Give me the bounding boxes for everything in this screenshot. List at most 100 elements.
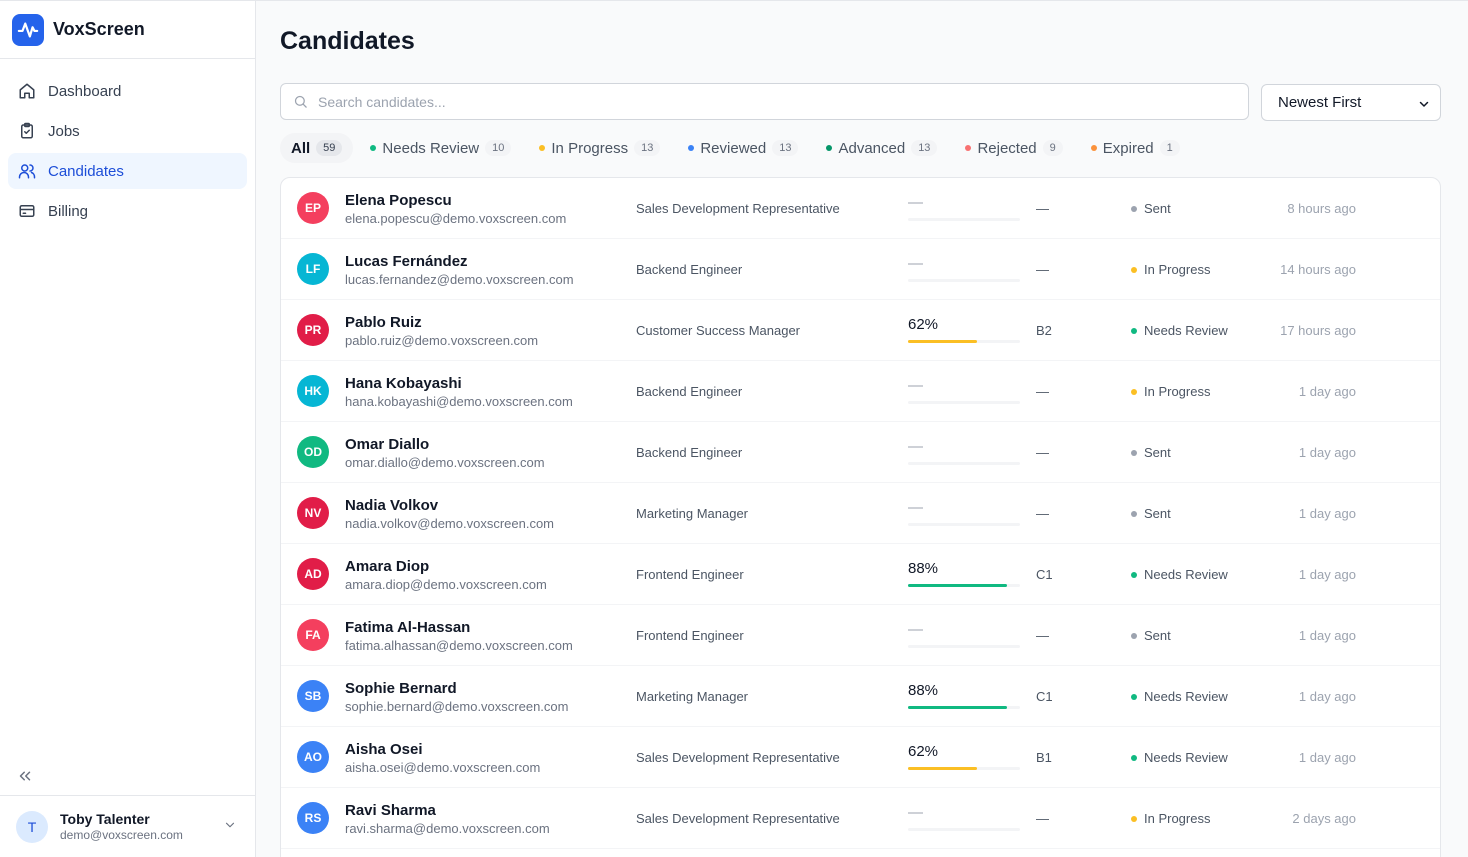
candidate-email: lucas.fernandez@demo.voxscreen.com	[345, 272, 574, 287]
status-badge: Sent	[1131, 506, 1171, 521]
sidebar-item-label: Jobs	[48, 122, 80, 140]
cefr-level: —	[1036, 811, 1049, 826]
user-email: demo@voxscreen.com	[60, 827, 183, 842]
sidebar-item-label: Dashboard	[48, 82, 122, 100]
filter-count-badge: 10	[485, 140, 512, 156]
candidate-name: Nadia Volkov	[345, 497, 439, 514]
sort-selected-value: Newest First	[1278, 94, 1362, 111]
sort-select[interactable]: Newest First	[1261, 84, 1441, 121]
table-row[interactable]: OD Omar Diallo omar.diallo@demo.voxscreen.…	[281, 422, 1440, 483]
timestamp: 1 day ago	[1298, 445, 1356, 460]
timestamp: 17 hours ago	[1280, 323, 1356, 338]
job-role: Sales Development Representative	[636, 750, 840, 765]
status-label: Sent	[1144, 628, 1171, 643]
cefr-level: —	[1036, 201, 1049, 216]
filter-tab-rejected[interactable]: Rejected 9	[954, 133, 1073, 163]
status-dot	[1090, 145, 1097, 151]
chevron-down-icon	[225, 822, 235, 828]
candidates-table: EP Elena Popescu elena.popescu@demo.voxscr…	[280, 177, 1441, 857]
candidate-name: Aisha Osei	[345, 741, 423, 758]
filter-tab-in-progress[interactable]: In Progress 13	[528, 133, 671, 163]
table-row[interactable]: AD Amara Diop amara.diop@demo.voxscreen.co…	[281, 544, 1440, 605]
job-role: Customer Success Manager	[636, 323, 801, 338]
filter-label: Advanced	[838, 139, 906, 157]
table-row[interactable]: HK Hana Kobayashi hana.kobayashi@demo.voxs…	[281, 361, 1440, 422]
score-value: —	[908, 499, 923, 516]
timestamp: 1 day ago	[1298, 567, 1356, 582]
candidate-name: Hana Kobayashi	[345, 375, 462, 392]
candidate-email: nadia.volkov@demo.voxscreen.com	[345, 516, 555, 531]
cefr-level: B2	[1036, 323, 1052, 338]
avatar: FA	[297, 619, 329, 651]
candidate-name: Lucas Fernández	[345, 253, 468, 270]
job-role: Backend Engineer	[636, 262, 743, 277]
job-role: Sales Development Representative	[636, 201, 840, 216]
status-dot	[1131, 571, 1137, 578]
cefr-level: —	[1036, 384, 1049, 399]
user-info: Toby Talenter demo@voxscreen.com	[60, 811, 183, 843]
user-name: Toby Talenter	[60, 810, 150, 827]
status-label: In Progress	[1144, 262, 1211, 277]
status-badge: Sent	[1131, 628, 1171, 643]
avatar: AD	[297, 558, 329, 590]
score-bar-fill	[908, 340, 978, 343]
timestamp: 8 hours ago	[1287, 201, 1356, 216]
score-bar	[908, 340, 1020, 343]
filter-tab-needs-review[interactable]: Needs Review 10	[359, 133, 522, 163]
table-row[interactable]: EP Elena Popescu elena.popescu@demo.voxscr…	[281, 178, 1440, 239]
status-badge: Sent	[1131, 445, 1171, 460]
table-row[interactable]: SB Sophie Bernard sophie.bernard@demo.voxs…	[281, 666, 1440, 727]
filter-tab-expired[interactable]: Expired 1	[1080, 133, 1191, 163]
sidebar-item-dashboard[interactable]: Dashboard	[8, 73, 247, 109]
table-row[interactable]: NV Nadia Volkov nadia.volkov@demo.voxscree…	[281, 483, 1440, 544]
filter-tab-advanced[interactable]: Advanced 13	[815, 133, 948, 163]
score-value: —	[908, 804, 923, 821]
status-label: Sent	[1144, 506, 1171, 521]
cefr-level: C1	[1036, 567, 1053, 582]
sidebar-item-label: Candidates	[48, 162, 124, 180]
avatar: LF	[297, 253, 329, 285]
candidate-email: pablo.ruiz@demo.voxscreen.com	[345, 333, 539, 348]
status-dot	[1131, 388, 1137, 395]
status-dot	[1131, 266, 1137, 273]
waveform-logo-icon	[12, 13, 44, 46]
filter-tab-all[interactable]: All 59	[280, 133, 354, 163]
search-box	[280, 83, 1249, 120]
status-badge: In Progress	[1131, 262, 1210, 277]
status-filter-tabs: All 59 Needs Review 10 In Progress 13 Reviewed…	[280, 133, 1197, 163]
brand[interactable]: VoxScreen	[0, 1, 255, 59]
status-badge: Needs Review	[1131, 750, 1228, 765]
job-role: Sales Development Representative	[636, 811, 840, 826]
score-value: —	[908, 377, 923, 394]
filter-count-badge: 13	[772, 140, 799, 156]
filter-label: Rejected	[977, 139, 1037, 157]
cefr-level: —	[1036, 445, 1049, 460]
status-badge: Needs Review	[1131, 567, 1228, 582]
timestamp: 2 days ago	[1292, 811, 1356, 826]
candidate-email: sophie.bernard@demo.voxscreen.com	[345, 699, 569, 714]
cefr-level: —	[1036, 628, 1049, 643]
status-label: Needs Review	[1144, 750, 1228, 765]
sidebar-nav: Dashboard Jobs Candidates Billing	[0, 59, 255, 247]
user-menu[interactable]: T Toby Talenter demo@voxscreen.com	[0, 795, 255, 857]
sidebar-item-billing[interactable]: Billing	[8, 193, 247, 229]
search-input[interactable]	[318, 93, 1218, 110]
job-role: Marketing Manager	[636, 689, 748, 704]
candidate-email: elena.popescu@demo.voxscreen.com	[345, 211, 567, 226]
candidate-email: fatima.alhassan@demo.voxscreen.com	[345, 638, 573, 653]
sidebar-item-candidates[interactable]: Candidates	[8, 153, 247, 189]
chevrons-left-icon[interactable]	[16, 767, 34, 785]
sidebar-item-jobs[interactable]: Jobs	[8, 113, 247, 149]
timestamp: 14 hours ago	[1280, 262, 1356, 277]
table-row[interactable]: FA Fatima Al-Hassan fatima.alhassan@demo.v…	[281, 605, 1440, 666]
avatar: OD	[297, 436, 329, 468]
table-row[interactable]: RS Ravi Sharma ravi.sharma@demo.voxscreen.…	[281, 788, 1440, 849]
filter-count-badge: 59	[316, 140, 343, 156]
table-row[interactable]: PR Pablo Ruiz pablo.ruiz@demo.voxscreen.co…	[281, 300, 1440, 361]
job-role: Backend Engineer	[636, 445, 743, 460]
table-row[interactable]: LF Lucas Fernández lucas.fernandez@demo.vo…	[281, 239, 1440, 300]
filter-tab-reviewed[interactable]: Reviewed 13	[677, 133, 809, 163]
table-row[interactable]: AO Aisha Osei aisha.osei@demo.voxscreen.co…	[281, 727, 1440, 788]
candidate-email: hana.kobayashi@demo.voxscreen.com	[345, 394, 573, 409]
score-value: —	[908, 194, 923, 211]
